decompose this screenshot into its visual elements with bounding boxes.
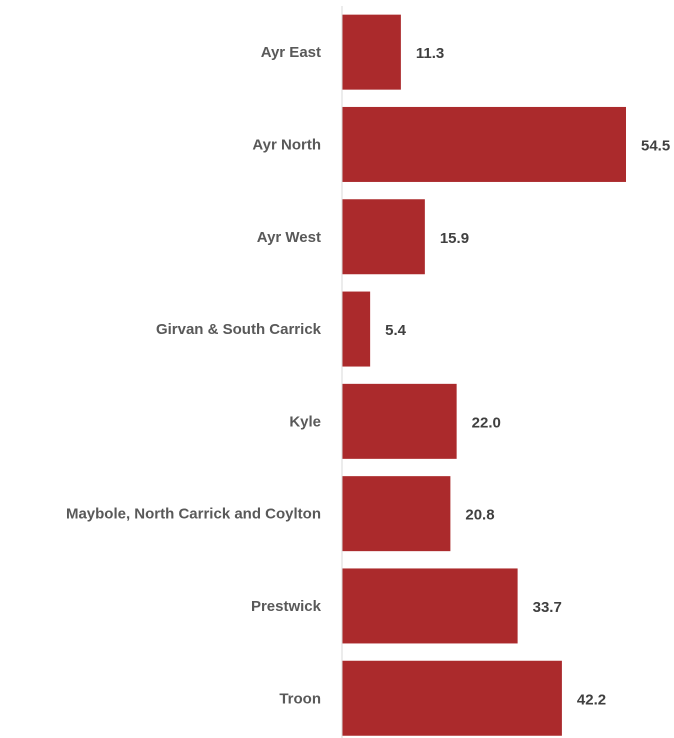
value-labels-group: 11.3 54.5 15.9 5.4 22.0 20.8 33.7 42.2 bbox=[385, 45, 670, 708]
bar-5 bbox=[342, 476, 451, 552]
category-label: Troon bbox=[279, 690, 321, 707]
value-label: 5.4 bbox=[385, 322, 407, 339]
value-label: 20.8 bbox=[465, 507, 494, 524]
value-label: 54.5 bbox=[641, 137, 670, 154]
value-label: 22.0 bbox=[472, 414, 501, 431]
bar-6 bbox=[342, 568, 518, 644]
bar-4 bbox=[342, 383, 457, 459]
value-label: 15.9 bbox=[440, 230, 469, 247]
category-label: Prestwick bbox=[251, 598, 322, 615]
bar-7 bbox=[342, 660, 562, 736]
value-label: 33.7 bbox=[533, 599, 562, 616]
category-label: Kyle bbox=[289, 413, 321, 430]
value-label: 11.3 bbox=[416, 45, 444, 62]
value-label: 42.2 bbox=[577, 691, 606, 708]
bar-0 bbox=[342, 14, 401, 90]
category-labels-group: Ayr East Ayr North Ayr West Girvan & South … bbox=[66, 44, 322, 707]
category-label: Maybole, North Carrick and Coylton bbox=[66, 506, 321, 523]
category-label: Ayr West bbox=[257, 229, 321, 246]
category-label: Ayr East bbox=[261, 44, 321, 61]
bar-1 bbox=[342, 106, 626, 182]
category-label: Girvan & South Carrick bbox=[156, 321, 322, 338]
bar-2 bbox=[342, 199, 425, 275]
bars-group bbox=[342, 14, 626, 736]
category-label: Ayr North bbox=[252, 136, 321, 153]
bar-3 bbox=[342, 291, 371, 367]
